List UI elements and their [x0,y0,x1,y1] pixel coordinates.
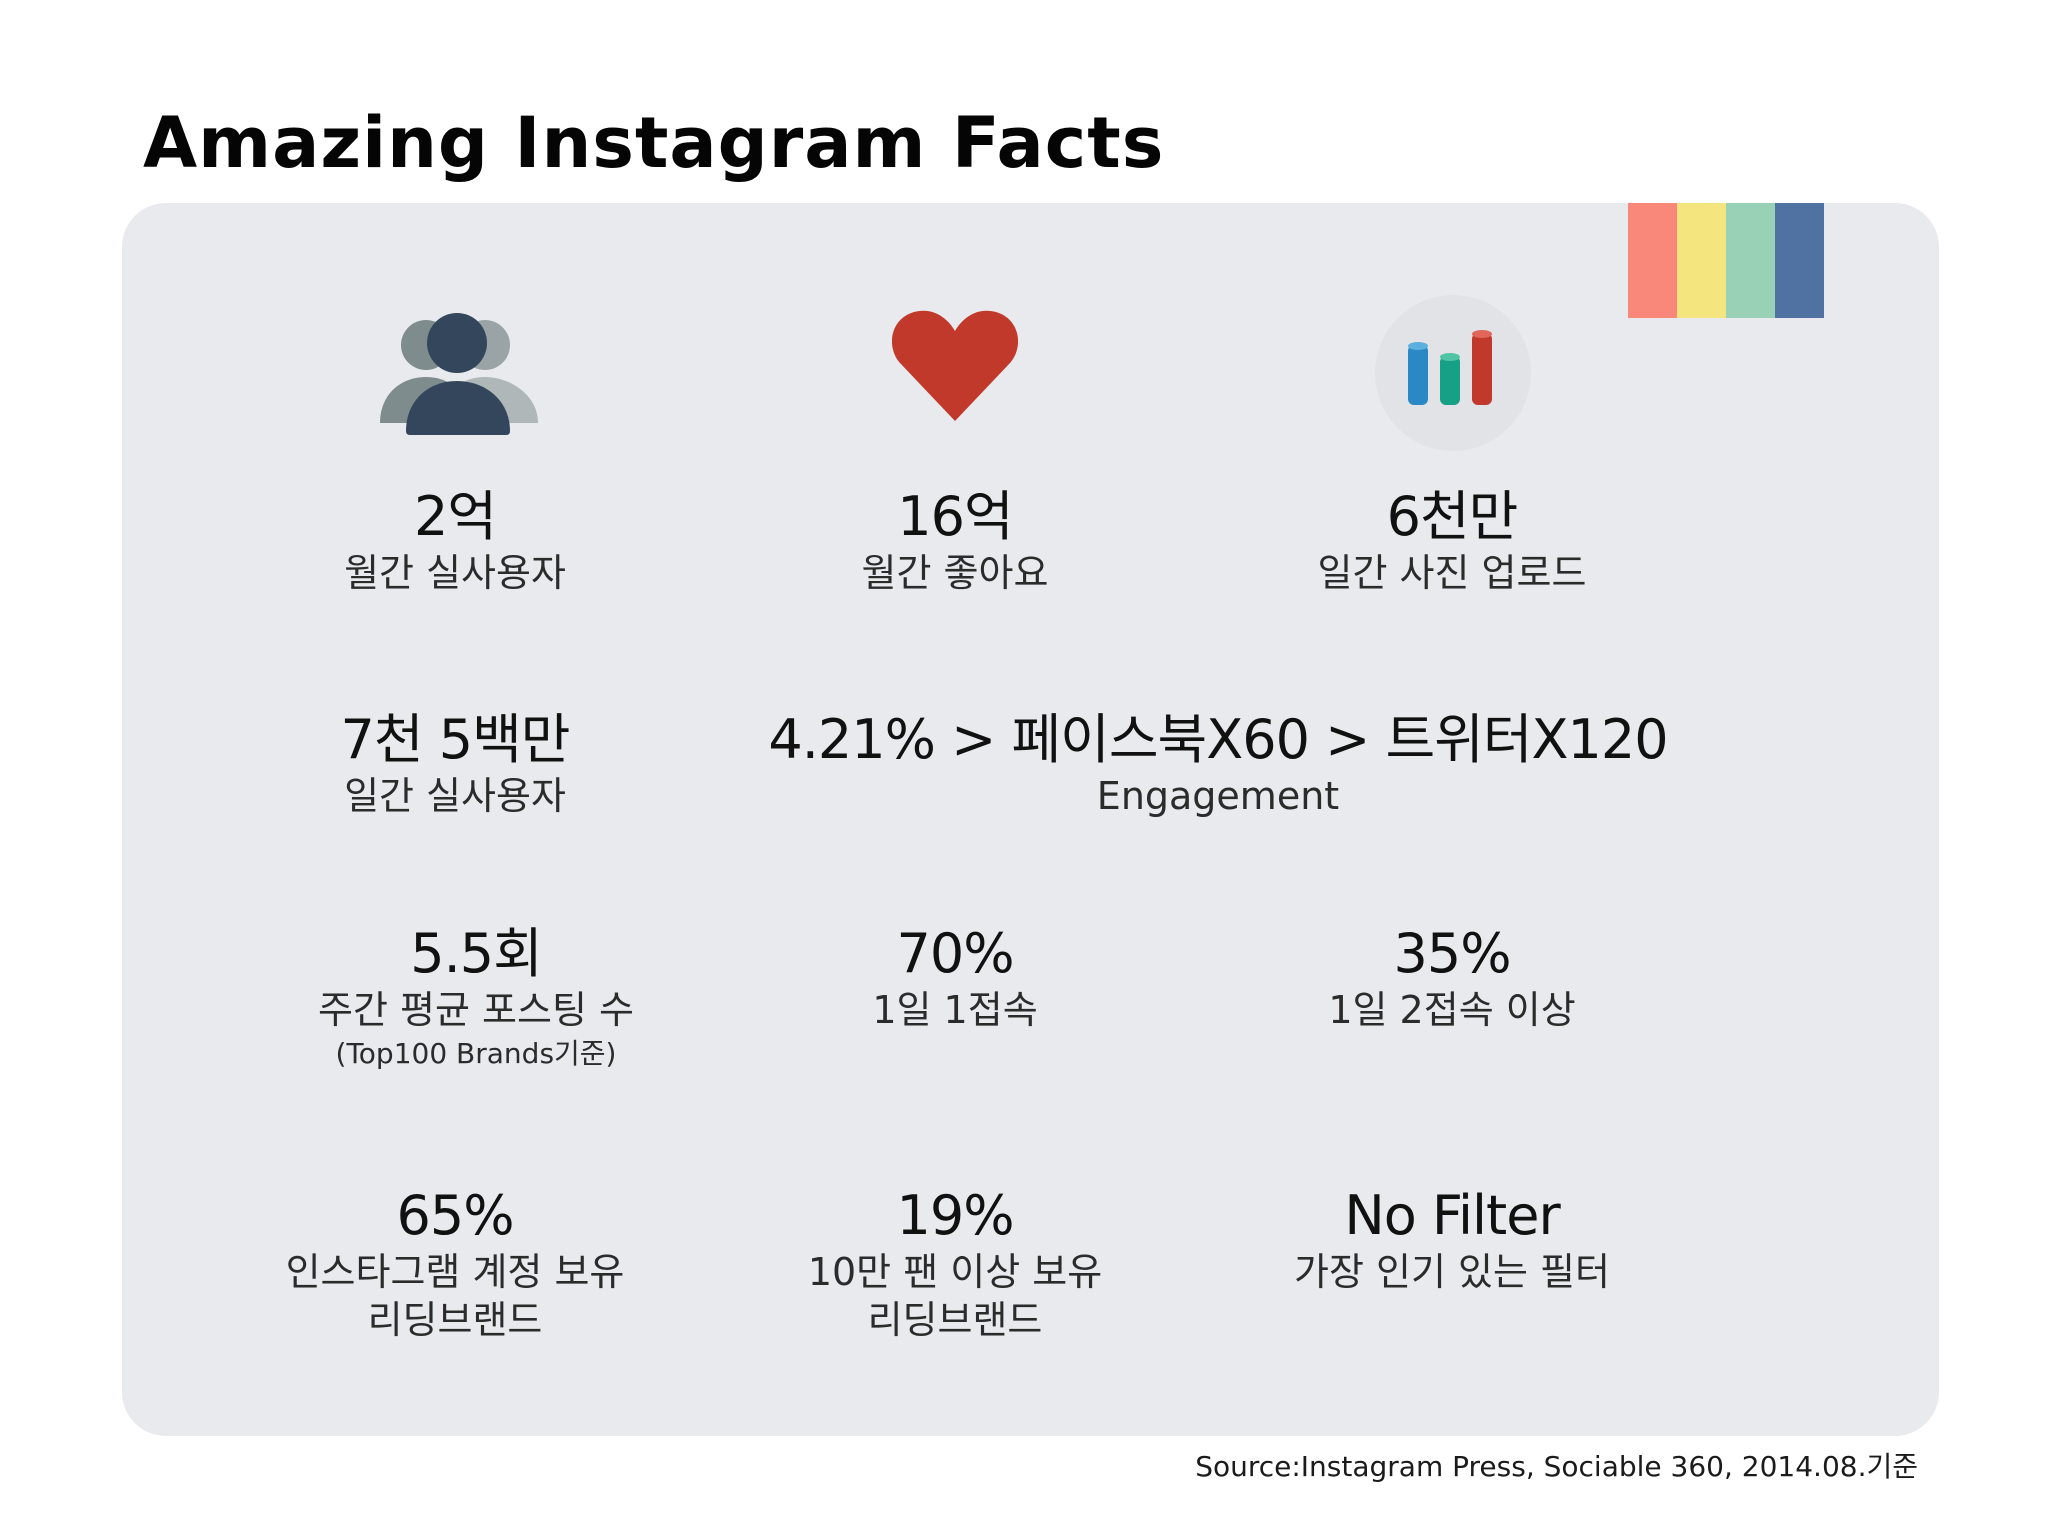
fact-daily-uploads: 6천만 일간 사진 업로드 [1318,485,1587,597]
fact-value: 19% [896,1184,1014,1247]
fact-value: 65% [396,1184,514,1247]
fact-daily-users: 7천 5백만 일간 실사용자 [340,708,571,820]
fact-daily-once: 70% 1일 1접속 [872,922,1037,1034]
fact-value: 6천만 [1386,485,1519,548]
fact-label: 월간 좋아요 [861,551,1049,595]
stripe-mint [1726,203,1775,318]
fact-label: 일간 사진 업로드 [1317,551,1587,595]
fact-popular-filter: No Filter 가장 인기 있는 필터 [1294,1184,1610,1296]
page-title: Amazing Instagram Facts [143,102,1165,184]
fact-engagement: 4.21% > 페이스북X60 > 트위터X120 Engagement [768,708,1668,820]
fact-daily-twice: 35% 1일 2접속 이상 [1328,922,1575,1034]
fact-monthly-likes: 16억 월간 좋아요 [862,485,1049,597]
fact-label: 월간 실사용자 [344,551,566,595]
bar-chart-icon [1375,295,1531,451]
stripe-coral [1628,203,1677,318]
fact-label-second-line: 리딩브랜드 [867,1298,1043,1342]
fact-label: 가장 인기 있는 필터 [1294,1250,1610,1294]
color-stripes [1628,203,1824,318]
source-citation: Source:Instagram Press, Sociable 360, 20… [1195,1450,1918,1483]
fact-value: 16억 [897,485,1013,548]
users-icon [380,313,538,435]
fact-value: 5.5회 [410,922,543,985]
fact-note: (Top100 Brands기준) [335,1037,617,1070]
fact-label: 주간 평균 포스팅 수 [318,988,634,1032]
fact-value: 4.21% > 페이스북X60 > 트위터X120 [768,708,1668,771]
stripe-blue [1775,203,1824,318]
heart-icon [892,310,1018,421]
fact-label: 1일 2접속 이상 [1328,988,1576,1032]
fact-monthly-users: 2억 월간 실사용자 [344,485,566,597]
fact-value: 70% [896,922,1014,985]
fact-weekly-posts: 5.5회 주간 평균 포스팅 수 (Top100 Brands기준) [318,922,634,1074]
fact-brands-100k-fans: 19% 10만 팬 이상 보유 리딩브랜드 [808,1184,1102,1344]
fact-brands-with-account: 65% 인스타그램 계정 보유 리딩브랜드 [286,1184,625,1344]
fact-label: 1일 1접속 [872,988,1038,1032]
fact-value: 2억 [413,485,497,548]
fact-value: 7천 5백만 [340,708,571,771]
fact-value: 35% [1393,922,1511,985]
stripe-yellow [1677,203,1726,318]
fact-label: 인스타그램 계정 보유 [285,1250,625,1294]
fact-value: No Filter [1344,1184,1560,1247]
fact-label: 일간 실사용자 [344,774,566,818]
fact-label: 10만 팬 이상 보유 [807,1250,1103,1294]
fact-label-second-line: 리딩브랜드 [367,1298,543,1342]
fact-label: Engagement [1096,774,1340,818]
